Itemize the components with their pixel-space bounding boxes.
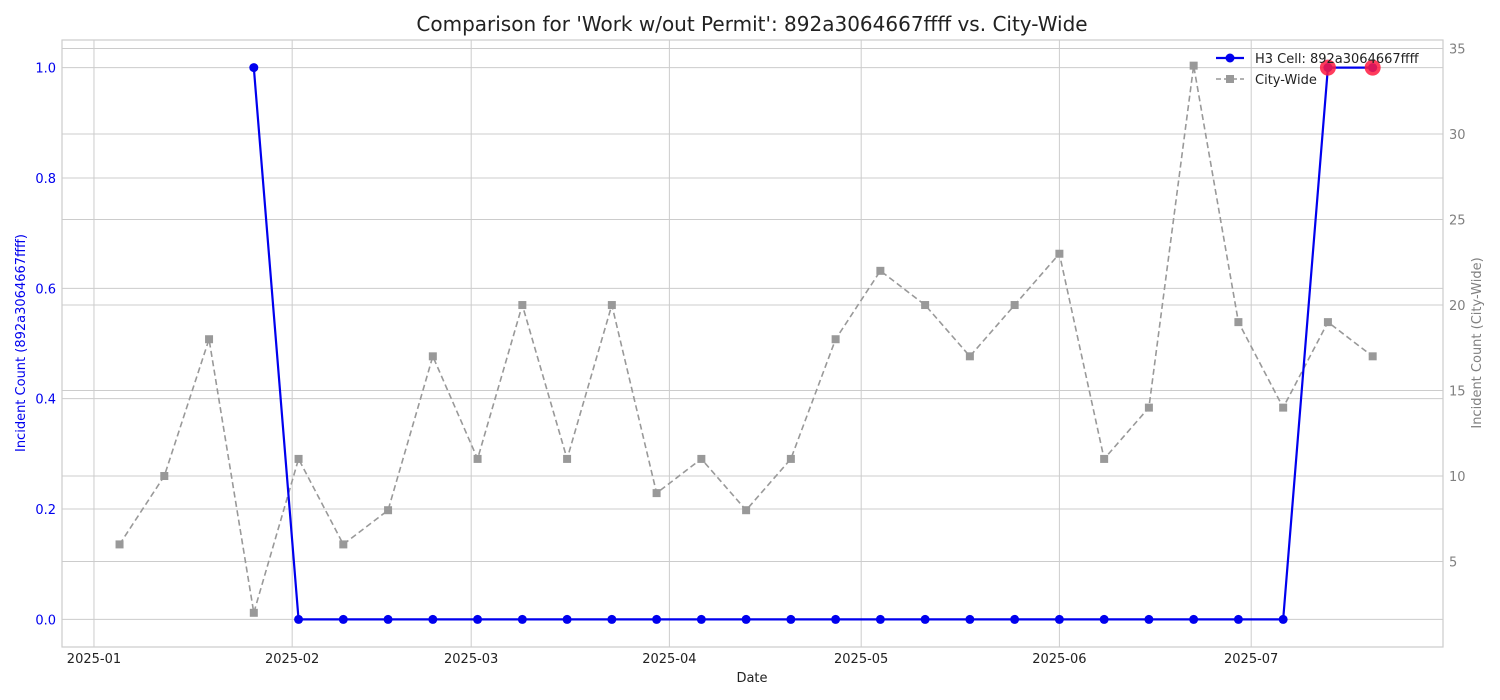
city-wide-point: [965, 352, 974, 361]
grid-layer: [62, 40, 1443, 647]
x-tick-label: 2025-04: [642, 652, 696, 667]
h3-cell-point: [920, 614, 930, 624]
h3-cell-point: [338, 614, 348, 624]
left-tick-label: 0.4: [35, 393, 56, 408]
legend-city-label: City-Wide: [1255, 73, 1317, 88]
right-tick-label: 30: [1449, 128, 1466, 143]
city-wide-line: [118, 65, 1374, 614]
x-tick-label: 2025-06: [1032, 652, 1086, 667]
city-wide-point: [786, 454, 795, 463]
city-wide-point: [384, 506, 393, 515]
legend-h3-label: H3 Cell: 892a3064667ffff: [1255, 52, 1420, 67]
legend: H3 Cell: 892a3064667ffff City-Wide: [1216, 52, 1420, 88]
x-tick-label: 2025-02: [265, 652, 319, 667]
x-tick-label: 2025-05: [834, 652, 888, 667]
h3-cell-point: [1278, 614, 1288, 624]
h3-cell-point: [294, 614, 304, 624]
city-wide-point: [563, 454, 572, 463]
city-wide-point: [1055, 249, 1064, 258]
h3-cell-point: [1099, 614, 1109, 624]
city-wide-point: [1100, 454, 1109, 463]
h3-cell-point: [1233, 614, 1243, 624]
h3-cell-point: [1054, 614, 1064, 624]
h3-cell-point: [517, 614, 527, 624]
h3-cell-point: [696, 614, 706, 624]
x-tick-label: 2025-03: [444, 652, 498, 667]
chart-title: Comparison for 'Work w/out Permit': 892a…: [416, 12, 1087, 36]
city-wide-point: [1189, 61, 1198, 70]
x-axis-label: Date: [736, 671, 767, 686]
city-wide-point: [652, 489, 661, 498]
city-wide-point: [249, 608, 258, 617]
city-wide-point: [339, 540, 348, 549]
city-wide-point: [831, 335, 840, 344]
right-tick-label: 25: [1449, 214, 1466, 229]
series-layer: [115, 59, 1381, 624]
left-axis-label: Incident Count (892a3064667ffff): [14, 234, 29, 452]
city-wide-point: [1234, 318, 1243, 327]
right-axis-label: Incident Count (City-Wide): [1470, 257, 1485, 428]
h3-cell-point: [1144, 614, 1154, 624]
highlight-point: [1319, 59, 1336, 76]
left-tick-label: 0.0: [35, 613, 56, 628]
h3-cell-point: [741, 614, 751, 624]
city-wide-point: [1368, 352, 1377, 361]
city-wide-point: [876, 266, 885, 275]
h3-cell-point: [607, 614, 617, 624]
h3-cell-point: [965, 614, 975, 624]
city-wide-point: [518, 301, 527, 310]
h3-cell-point: [652, 614, 662, 624]
plot-frame: [61, 39, 1444, 648]
x-tick-label: 2025-01: [67, 652, 121, 667]
city-wide-point: [294, 454, 303, 463]
city-wide-point: [473, 454, 482, 463]
city-wide-point: [742, 506, 751, 515]
city-wide-point: [428, 352, 437, 361]
h3-cell-point: [1010, 614, 1020, 624]
city-wide-point: [1323, 318, 1332, 327]
right-tick-label: 35: [1449, 43, 1466, 58]
h3-cell-point: [383, 614, 393, 624]
city-wide-point: [205, 335, 214, 344]
h3-cell-point: [1189, 614, 1199, 624]
city-wide-point: [1144, 403, 1153, 412]
legend-h3-marker: [1225, 53, 1235, 63]
left-tick-label: 1.0: [35, 62, 56, 77]
right-tick-label: 5: [1449, 556, 1457, 571]
h3-cell-line: [252, 66, 1373, 621]
city-wide-point: [160, 472, 169, 481]
left-tick-label: 0.6: [35, 282, 56, 297]
left-tick-label: 0.2: [35, 503, 56, 518]
ticks-layer: 2025-01 2025-02 2025-03 2025-04 2025-05 2025-…: [35, 43, 1465, 667]
right-tick-label: 15: [1449, 385, 1466, 400]
h3-cell-point: [786, 614, 796, 624]
h3-cell-point: [249, 63, 259, 73]
city-wide-point: [1279, 403, 1288, 412]
h3-cell-point: [428, 614, 438, 624]
legend-city-marker: [1226, 75, 1234, 83]
right-tick-label: 20: [1449, 299, 1466, 314]
highlight-point: [1364, 59, 1381, 76]
city-wide-point: [607, 301, 616, 310]
right-tick-label: 10: [1449, 470, 1466, 485]
h3-cell-point: [875, 614, 885, 624]
city-wide-point: [697, 454, 706, 463]
city-wide-point: [921, 301, 930, 310]
city-wide-point: [1010, 301, 1019, 310]
h3-cell-point: [562, 614, 572, 624]
city-wide-point: [115, 540, 124, 549]
left-tick-label: 0.8: [35, 172, 56, 187]
x-tick-label: 2025-07: [1224, 652, 1278, 667]
h3-cell-point: [473, 614, 483, 624]
h3-cell-point: [831, 614, 841, 624]
